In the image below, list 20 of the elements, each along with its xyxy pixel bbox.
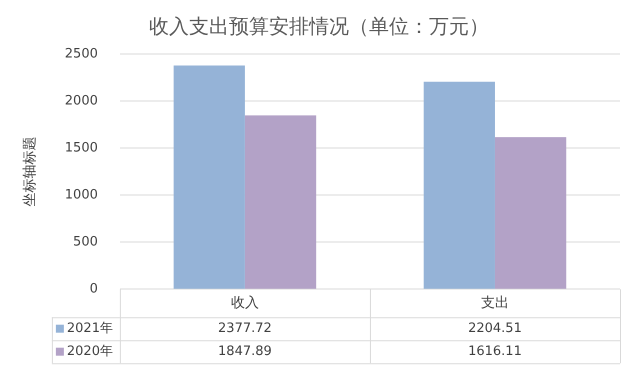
data-label: 2377.72 [218,321,272,336]
y-axis-title: 坐标轴标题 [22,136,38,207]
y-tick-label: 500 [73,234,98,250]
x-tick-label: 收入 [230,295,259,312]
bar [424,82,495,289]
legend-label: 2021年 [66,321,113,336]
y-tick-label: 1000 [64,187,98,202]
x-tick-label: 支出 [480,295,509,312]
y-tick-label: 2000 [64,93,98,108]
chart-title: 收入支出预算安排情况（单位：万元） [149,14,489,38]
y-tick-label: 2500 [64,46,98,62]
legend-label: 2020年 [66,344,113,360]
y-tick-label: 1500 [64,140,98,156]
bar [494,137,566,289]
bar [244,115,316,289]
bar [174,66,245,289]
y-tick-label: 0 [90,282,98,297]
data-label: 1616.11 [468,344,522,360]
data-label: 1847.89 [218,344,272,360]
data-label: 2204.51 [468,321,522,336]
